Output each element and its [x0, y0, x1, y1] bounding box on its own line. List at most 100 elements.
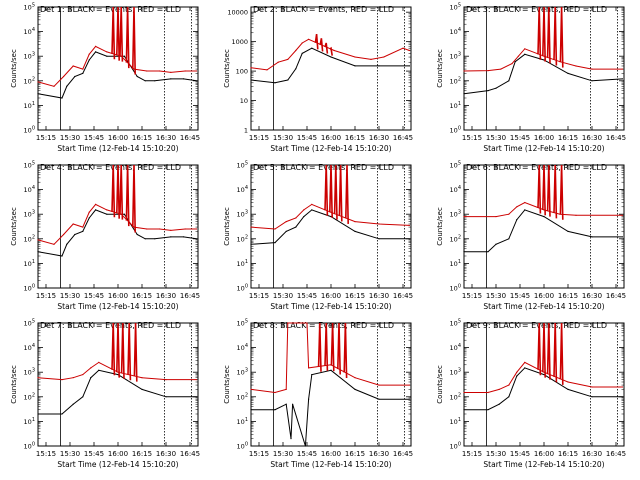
lld-series-point: [195, 379, 197, 381]
y-axis-label: Counts/sec: [436, 365, 444, 404]
lld-spike: [132, 6, 136, 75]
lld-spike: [345, 164, 349, 224]
lld-spike: [111, 164, 116, 218]
events-series-point: [183, 236, 185, 238]
events-series-point: [498, 403, 500, 405]
events-series-point: [95, 51, 97, 53]
events-series-line: [464, 367, 623, 411]
y-tick-label: 101: [237, 417, 248, 426]
lld-series-point: [621, 214, 624, 216]
events-series-line: [463, 53, 623, 95]
x-axis-label: Start Time (12-Feb-14 15:10:20): [57, 302, 178, 311]
lld-series-point: [250, 67, 252, 69]
lld-series-point: [250, 388, 252, 390]
lld-spike: [542, 164, 546, 216]
y-tick-label: 103: [450, 368, 461, 377]
lld-series-point: [378, 223, 380, 225]
lld-spike: [116, 164, 120, 219]
x-tick-label: 15:45: [84, 292, 104, 300]
lld-series-point: [63, 75, 65, 78]
y-axis-label: Counts/sec: [10, 49, 18, 88]
y-tick-label: 101: [24, 417, 35, 426]
lld-spike: [553, 322, 558, 383]
y-tick-label: 100: [237, 284, 248, 293]
events-series-point: [195, 80, 197, 82]
lld-series-point: [354, 221, 356, 223]
x-tick-label: 15:45: [297, 292, 317, 300]
lld-series-point: [285, 388, 287, 390]
chart-title: Det 3: BLACK = Events, RED = LLD: [466, 5, 607, 14]
lld-series-point: [463, 70, 465, 72]
lld-series-point: [72, 223, 74, 225]
lld-series-point: [575, 214, 577, 216]
lld-series-point: [487, 69, 489, 72]
lld-spike: [553, 164, 558, 219]
lld-series-point: [63, 233, 65, 236]
x-tick-label: 16:00: [534, 134, 554, 142]
events-series-point: [154, 80, 156, 82]
events-series-point: [311, 209, 313, 211]
lld-series-point: [72, 65, 74, 67]
x-tick-label: 16:30: [582, 450, 602, 458]
lld-spike: [337, 322, 341, 375]
x-tick-label: 15:45: [297, 134, 317, 142]
events-series-point: [170, 78, 172, 80]
y-tick-label: 102: [450, 392, 461, 401]
events-series-point: [290, 437, 292, 440]
detector-panel-4: Det 4: BLACK = Events, RED = LLD Counts/s…: [10, 161, 200, 312]
lld-spike: [125, 6, 130, 69]
events-series-point: [250, 243, 252, 245]
chart-title: Det 2: BLACK = Events, RED = LLD: [253, 5, 394, 14]
lld-spike: [314, 34, 319, 50]
events-series-point: [170, 236, 172, 238]
y-tick-label: 102: [450, 76, 461, 85]
lld-spike: [329, 46, 333, 56]
x-tick-label: 15:30: [60, 134, 80, 142]
y-axis-label: Counts/sec: [10, 207, 18, 246]
lld-series-point: [303, 209, 305, 211]
x-tick-label: 16:00: [534, 292, 554, 300]
lld-series-point: [37, 81, 39, 83]
lld-series-point: [165, 379, 167, 381]
chart-title: Det 6: BLACK = Events, RED = LLD: [466, 163, 607, 172]
y-tick-label: 104: [450, 343, 461, 352]
x-tick-label: 16:45: [393, 134, 413, 142]
events-series-point: [74, 233, 76, 236]
y-tick-label: 104: [237, 343, 248, 352]
events-series-point: [66, 243, 68, 245]
y-tick-label: 100: [237, 442, 248, 451]
events-series-point: [61, 413, 63, 415]
lld-spike: [329, 164, 333, 218]
chart-title: Det 5: BLACK = Events, RED = LLD: [253, 163, 394, 172]
x-tick-label: 15:15: [462, 134, 482, 142]
lld-series-point: [508, 384, 510, 386]
y-tick-label: 103: [24, 210, 35, 219]
events-series-point: [378, 65, 380, 67]
events-series-point: [487, 409, 489, 411]
events-series-point: [274, 82, 276, 84]
lld-spike: [324, 322, 329, 371]
x-tick-label: 15:45: [84, 134, 104, 142]
lld-series-point: [159, 70, 161, 72]
y-tick-label: 103: [450, 210, 461, 219]
events-series-point: [136, 233, 138, 236]
events-series-point: [301, 52, 303, 54]
events-series-point: [144, 80, 146, 82]
y-tick-label: 104: [24, 343, 35, 352]
x-tick-label: 15:15: [36, 134, 56, 142]
lld-series-line: [250, 38, 410, 71]
y-tick-label: 105: [24, 319, 35, 328]
events-series-point: [274, 409, 276, 411]
events-series-point: [88, 59, 90, 61]
lld-series-point: [90, 367, 92, 369]
lld-spike: [559, 6, 564, 68]
lld-series-point: [306, 322, 308, 324]
events-series-point: [463, 93, 465, 95]
x-tick-label: 16:30: [156, 134, 176, 142]
lld-spike: [324, 42, 329, 54]
events-series-point: [495, 87, 497, 89]
events-series-point: [408, 398, 410, 400]
lld-series-point: [591, 68, 593, 70]
events-series-point: [285, 230, 287, 232]
lld-series-point: [463, 391, 465, 394]
